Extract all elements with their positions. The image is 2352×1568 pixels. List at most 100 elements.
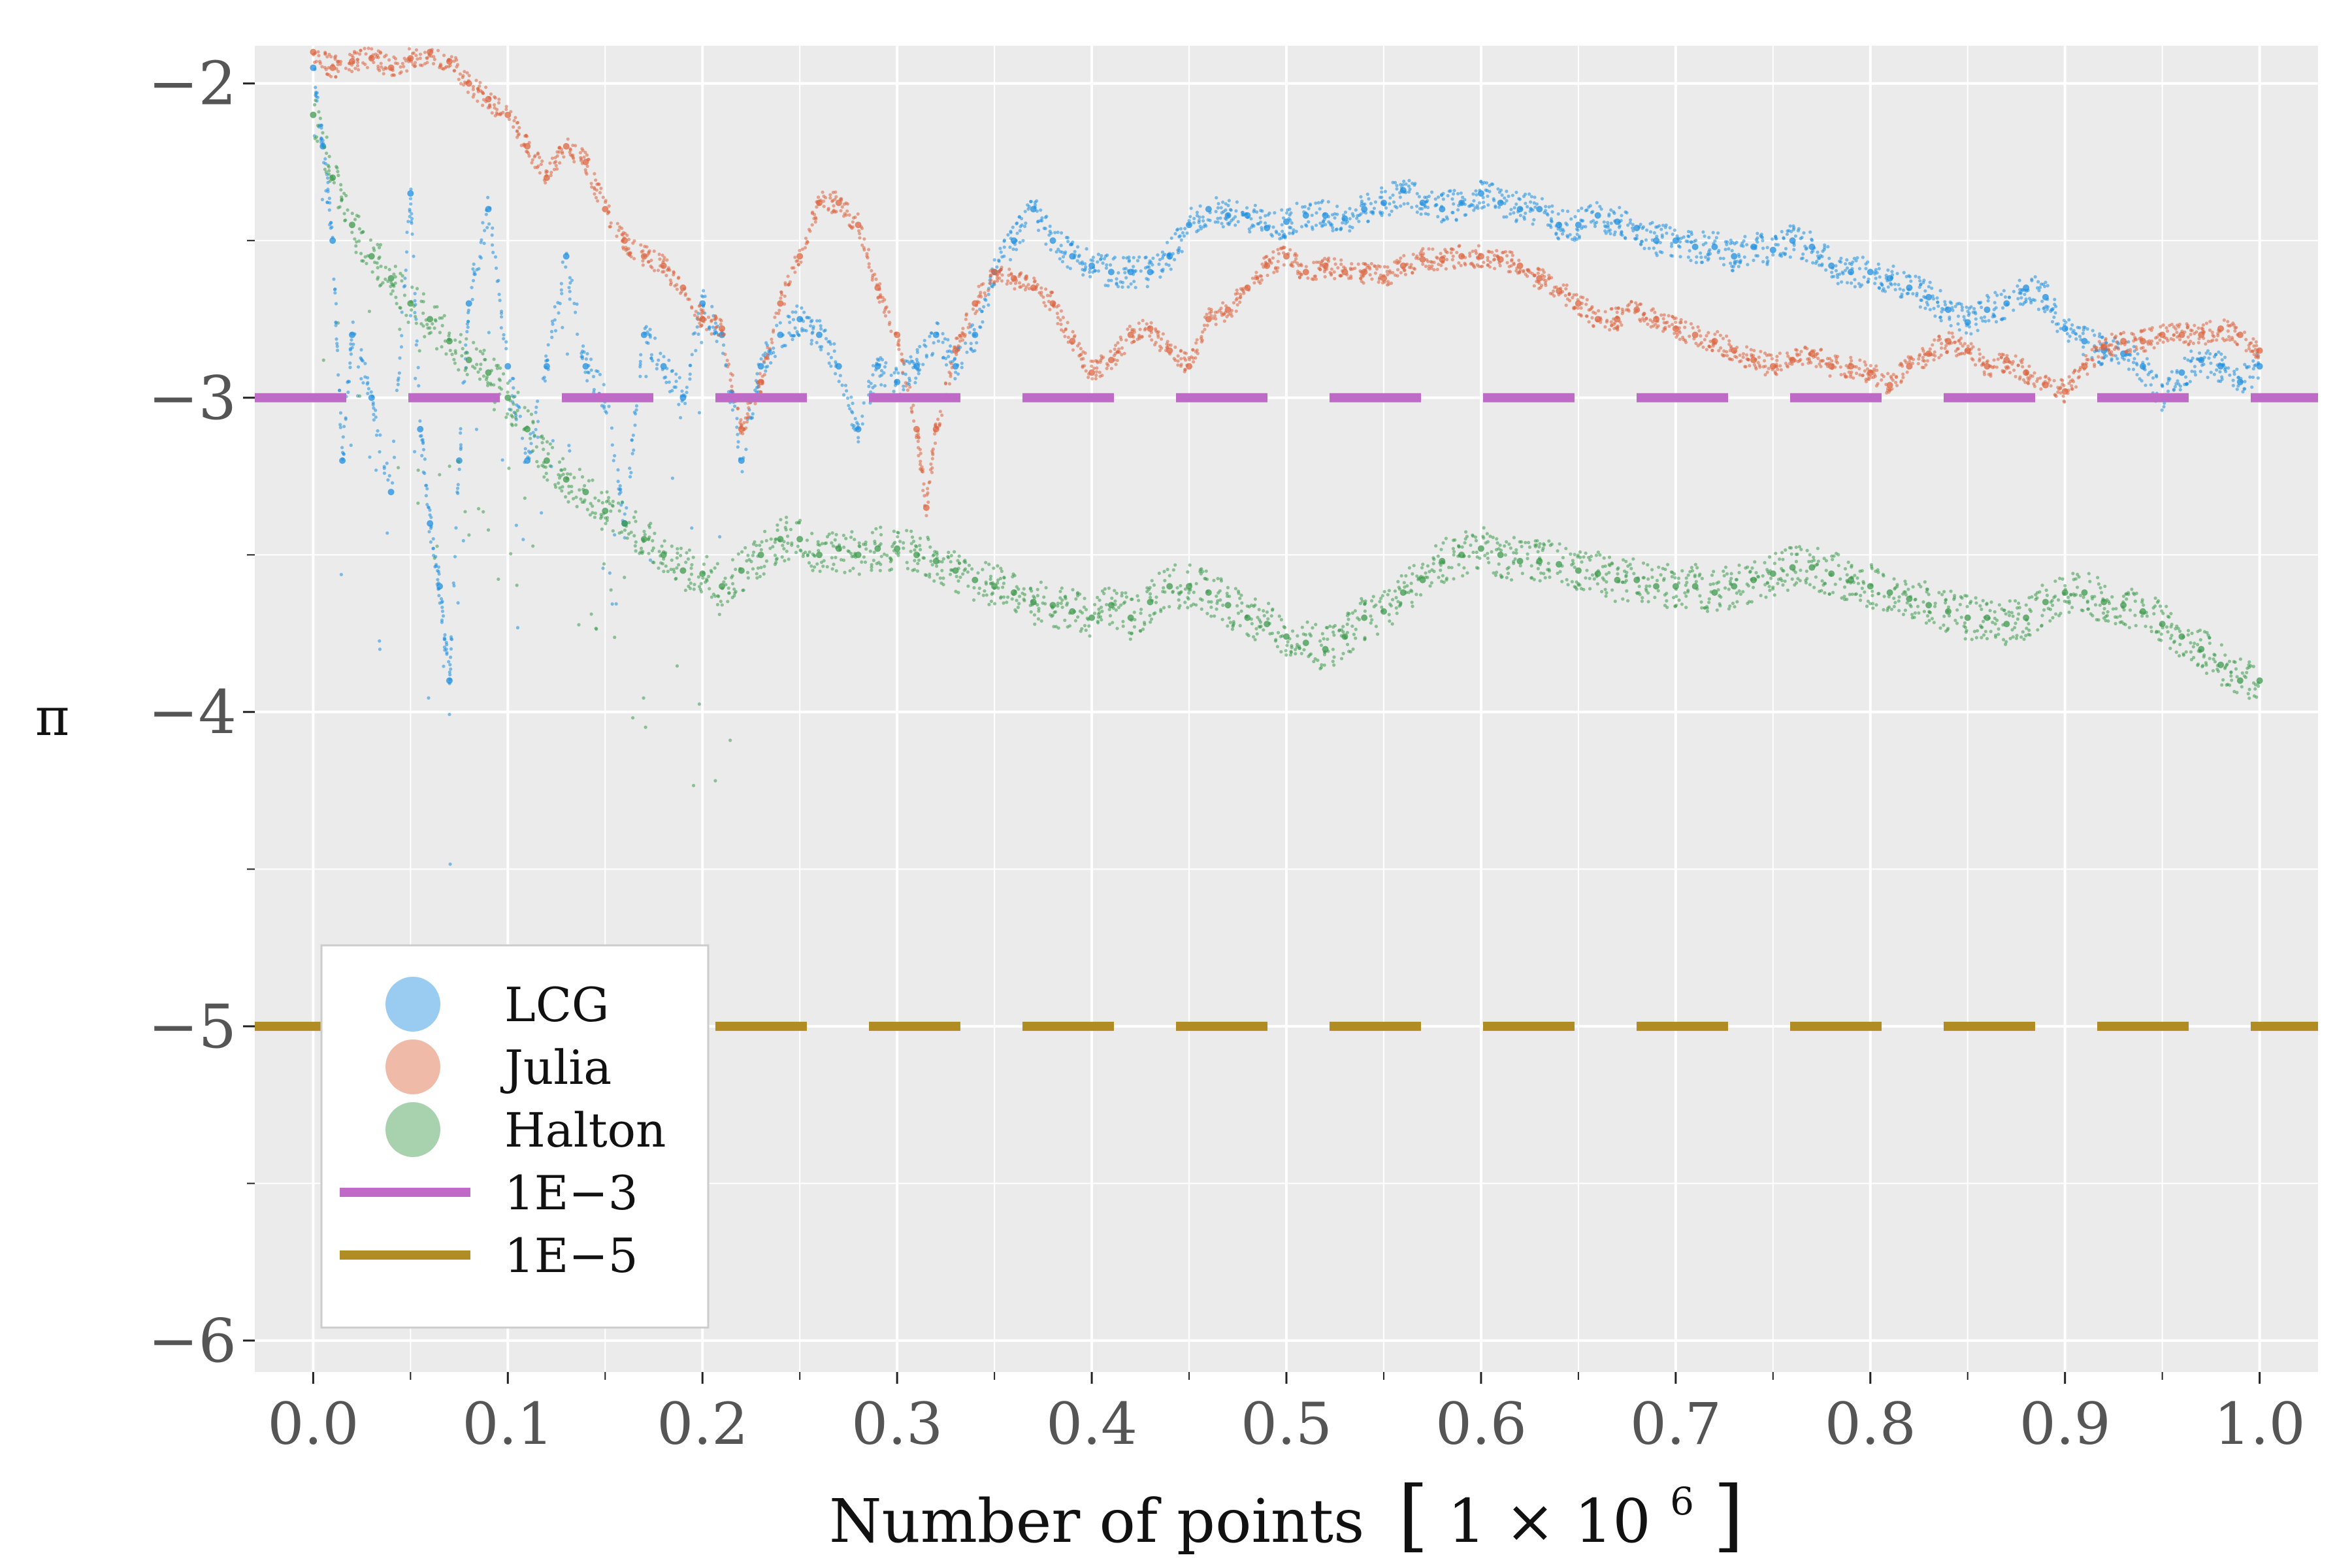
- julia-cloud-dot: [552, 167, 557, 171]
- lcg-cloud-dot: [1505, 189, 1509, 193]
- julia-cloud-dot: [1558, 286, 1563, 290]
- julia-cloud-dot: [1852, 365, 1856, 368]
- lcg-cloud-dot: [1441, 191, 1445, 195]
- lcg-cloud-dot: [1778, 252, 1782, 256]
- lcg-cloud-dot: [321, 161, 326, 165]
- lcg-cloud-dot: [1115, 282, 1119, 286]
- julia-cloud-dot: [2236, 342, 2240, 347]
- lcg-cloud-dot: [1731, 269, 1735, 272]
- lcg-cloud-dot: [2081, 331, 2085, 335]
- julia-cloud-dot: [1137, 321, 1141, 325]
- julia-cloud-dot: [2226, 319, 2230, 323]
- julia-cloud-dot: [1806, 361, 1810, 365]
- lcg-cloud-dot: [1011, 225, 1015, 229]
- lcg-cloud-dot: [797, 333, 801, 338]
- julia-cloud-dot: [1642, 312, 1646, 316]
- julia-cloud-dot: [387, 58, 391, 62]
- lcg-cloud-dot: [1246, 216, 1250, 220]
- lcg-cloud-dot: [1554, 224, 1558, 228]
- julia-cloud-dot: [585, 153, 589, 157]
- julia-cloud-dot: [1411, 252, 1415, 256]
- julia-cloud-dot: [414, 48, 419, 52]
- lcg-cloud-dot: [832, 349, 836, 353]
- lcg-cloud-dot: [587, 364, 591, 368]
- julia-cloud-dot: [1149, 321, 1153, 325]
- lcg-cloud-dot: [526, 455, 530, 459]
- lcg-cloud-dot: [787, 331, 791, 335]
- lcg-cloud-dot: [1575, 232, 1579, 237]
- lcg-cloud-dot: [1532, 218, 1536, 221]
- julia-cloud-dot: [1291, 264, 1295, 268]
- julia-cloud-dot: [2112, 347, 2117, 351]
- julia-cloud-dot: [977, 295, 981, 299]
- julia-cloud-dot: [815, 205, 819, 209]
- lcg-cloud-dot: [2019, 291, 2023, 295]
- lcg-cloud-dot: [335, 342, 339, 346]
- lcg-cloud-dot: [735, 416, 739, 421]
- lcg-point-6: [387, 489, 395, 496]
- julia-cloud-dot: [1963, 342, 1967, 346]
- lcg-cloud-dot: [1713, 239, 1717, 243]
- julia-cloud-dot: [555, 167, 559, 171]
- julia-cloud-dot: [1176, 359, 1180, 363]
- lcg-cloud-dot: [1890, 273, 1895, 277]
- lcg-cloud-dot: [477, 267, 481, 270]
- lcg-cloud-dot: [2079, 338, 2083, 342]
- julia-cloud-dot: [1807, 357, 1811, 361]
- lcg-cloud-dot: [889, 373, 893, 378]
- julia-cloud-dot: [1917, 357, 1921, 361]
- julia-cloud-dot: [344, 66, 348, 71]
- julia-cloud-dot: [1239, 293, 1243, 297]
- lcg-cloud-dot: [1906, 287, 1911, 291]
- lcg-cloud-dot: [1647, 246, 1651, 250]
- julia-cloud-dot: [1055, 312, 1059, 316]
- julia-cloud-dot: [1194, 341, 1198, 345]
- halton-cloud-dot: [328, 179, 332, 183]
- julia-cloud-dot: [1944, 338, 1948, 342]
- julia-cloud-dot: [1925, 359, 1930, 363]
- lcg-cloud-dot: [1673, 228, 1677, 232]
- julia-cloud-dot: [533, 165, 537, 169]
- julia-cloud-dot: [2168, 323, 2172, 327]
- julia-cloud-dot: [1336, 266, 1340, 270]
- julia-cloud-dot: [1297, 263, 1301, 267]
- lcg-cloud-dot: [336, 373, 340, 377]
- julia-cloud-dot: [1921, 355, 1925, 359]
- lcg-cloud-dot: [907, 361, 911, 365]
- julia-cloud-dot: [1888, 388, 1892, 392]
- lcg-cloud-dot: [1919, 299, 1923, 302]
- julia-cloud-dot: [1451, 254, 1455, 258]
- julia-cloud-dot: [1191, 348, 1195, 351]
- lcg-cloud-dot: [423, 457, 427, 461]
- lcg-cloud-dot: [1176, 227, 1180, 231]
- julia-cloud-dot: [1828, 374, 1832, 378]
- lcg-cloud-dot: [2037, 289, 2041, 293]
- lcg-cloud-dot: [2170, 370, 2174, 374]
- lcg-cloud-dot: [1612, 210, 1616, 214]
- lcg-cloud-dot: [667, 358, 671, 363]
- lcg-cloud-dot: [1669, 244, 1674, 248]
- lcg-cloud-dot: [1725, 242, 1729, 246]
- julia-cloud-dot: [1661, 317, 1665, 321]
- julia-cloud-dot: [2249, 349, 2253, 353]
- lcg-cloud-dot: [1850, 267, 1854, 270]
- lcg-cloud-dot: [2059, 327, 2063, 331]
- lcg-cloud-dot: [1678, 245, 1682, 249]
- julia-cloud-dot: [1819, 348, 1823, 352]
- lcg-cloud-dot: [2218, 370, 2222, 374]
- lcg-cloud-dot: [2142, 365, 2146, 368]
- julia-cloud-dot: [598, 191, 602, 195]
- julia-cloud-dot: [1838, 365, 1842, 369]
- lcg-cloud-dot: [2063, 323, 2066, 327]
- lcg-cloud-dot: [2002, 289, 2006, 293]
- lcg-cloud-dot: [488, 206, 492, 210]
- lcg-cloud-dot: [960, 361, 964, 365]
- lcg-cloud-dot: [1604, 231, 1608, 235]
- lcg-cloud-dot: [543, 379, 547, 383]
- lcg-cloud-dot: [1950, 306, 1954, 310]
- lcg-cloud-dot: [440, 606, 444, 610]
- lcg-cloud-dot: [1735, 240, 1739, 244]
- lcg-point-101: [2178, 369, 2185, 376]
- julia-cloud-dot: [376, 67, 380, 71]
- lcg-cloud-dot: [1598, 204, 1602, 208]
